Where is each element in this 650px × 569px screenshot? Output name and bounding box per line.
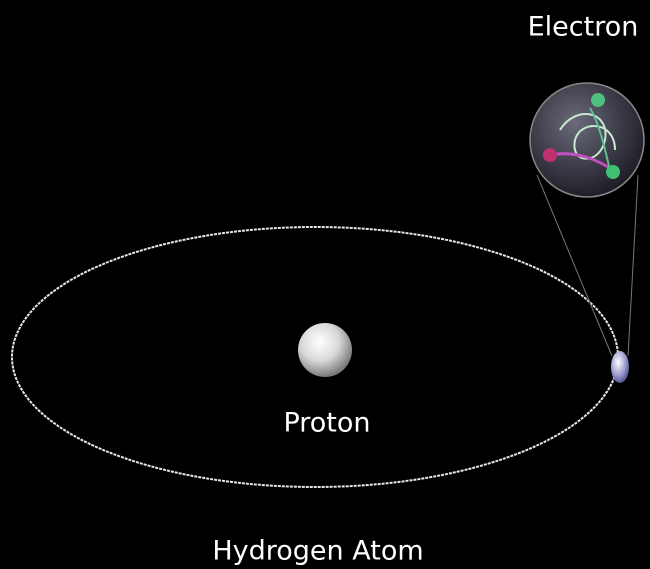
diagram-title: Hydrogen Atom xyxy=(212,536,423,567)
electron xyxy=(611,351,629,383)
zoom-line xyxy=(536,174,613,357)
proton-label: Proton xyxy=(283,408,370,439)
zoom-line xyxy=(627,174,639,357)
proton xyxy=(298,323,352,377)
electron-zoom xyxy=(529,82,645,198)
electron-label: Electron xyxy=(528,12,639,43)
